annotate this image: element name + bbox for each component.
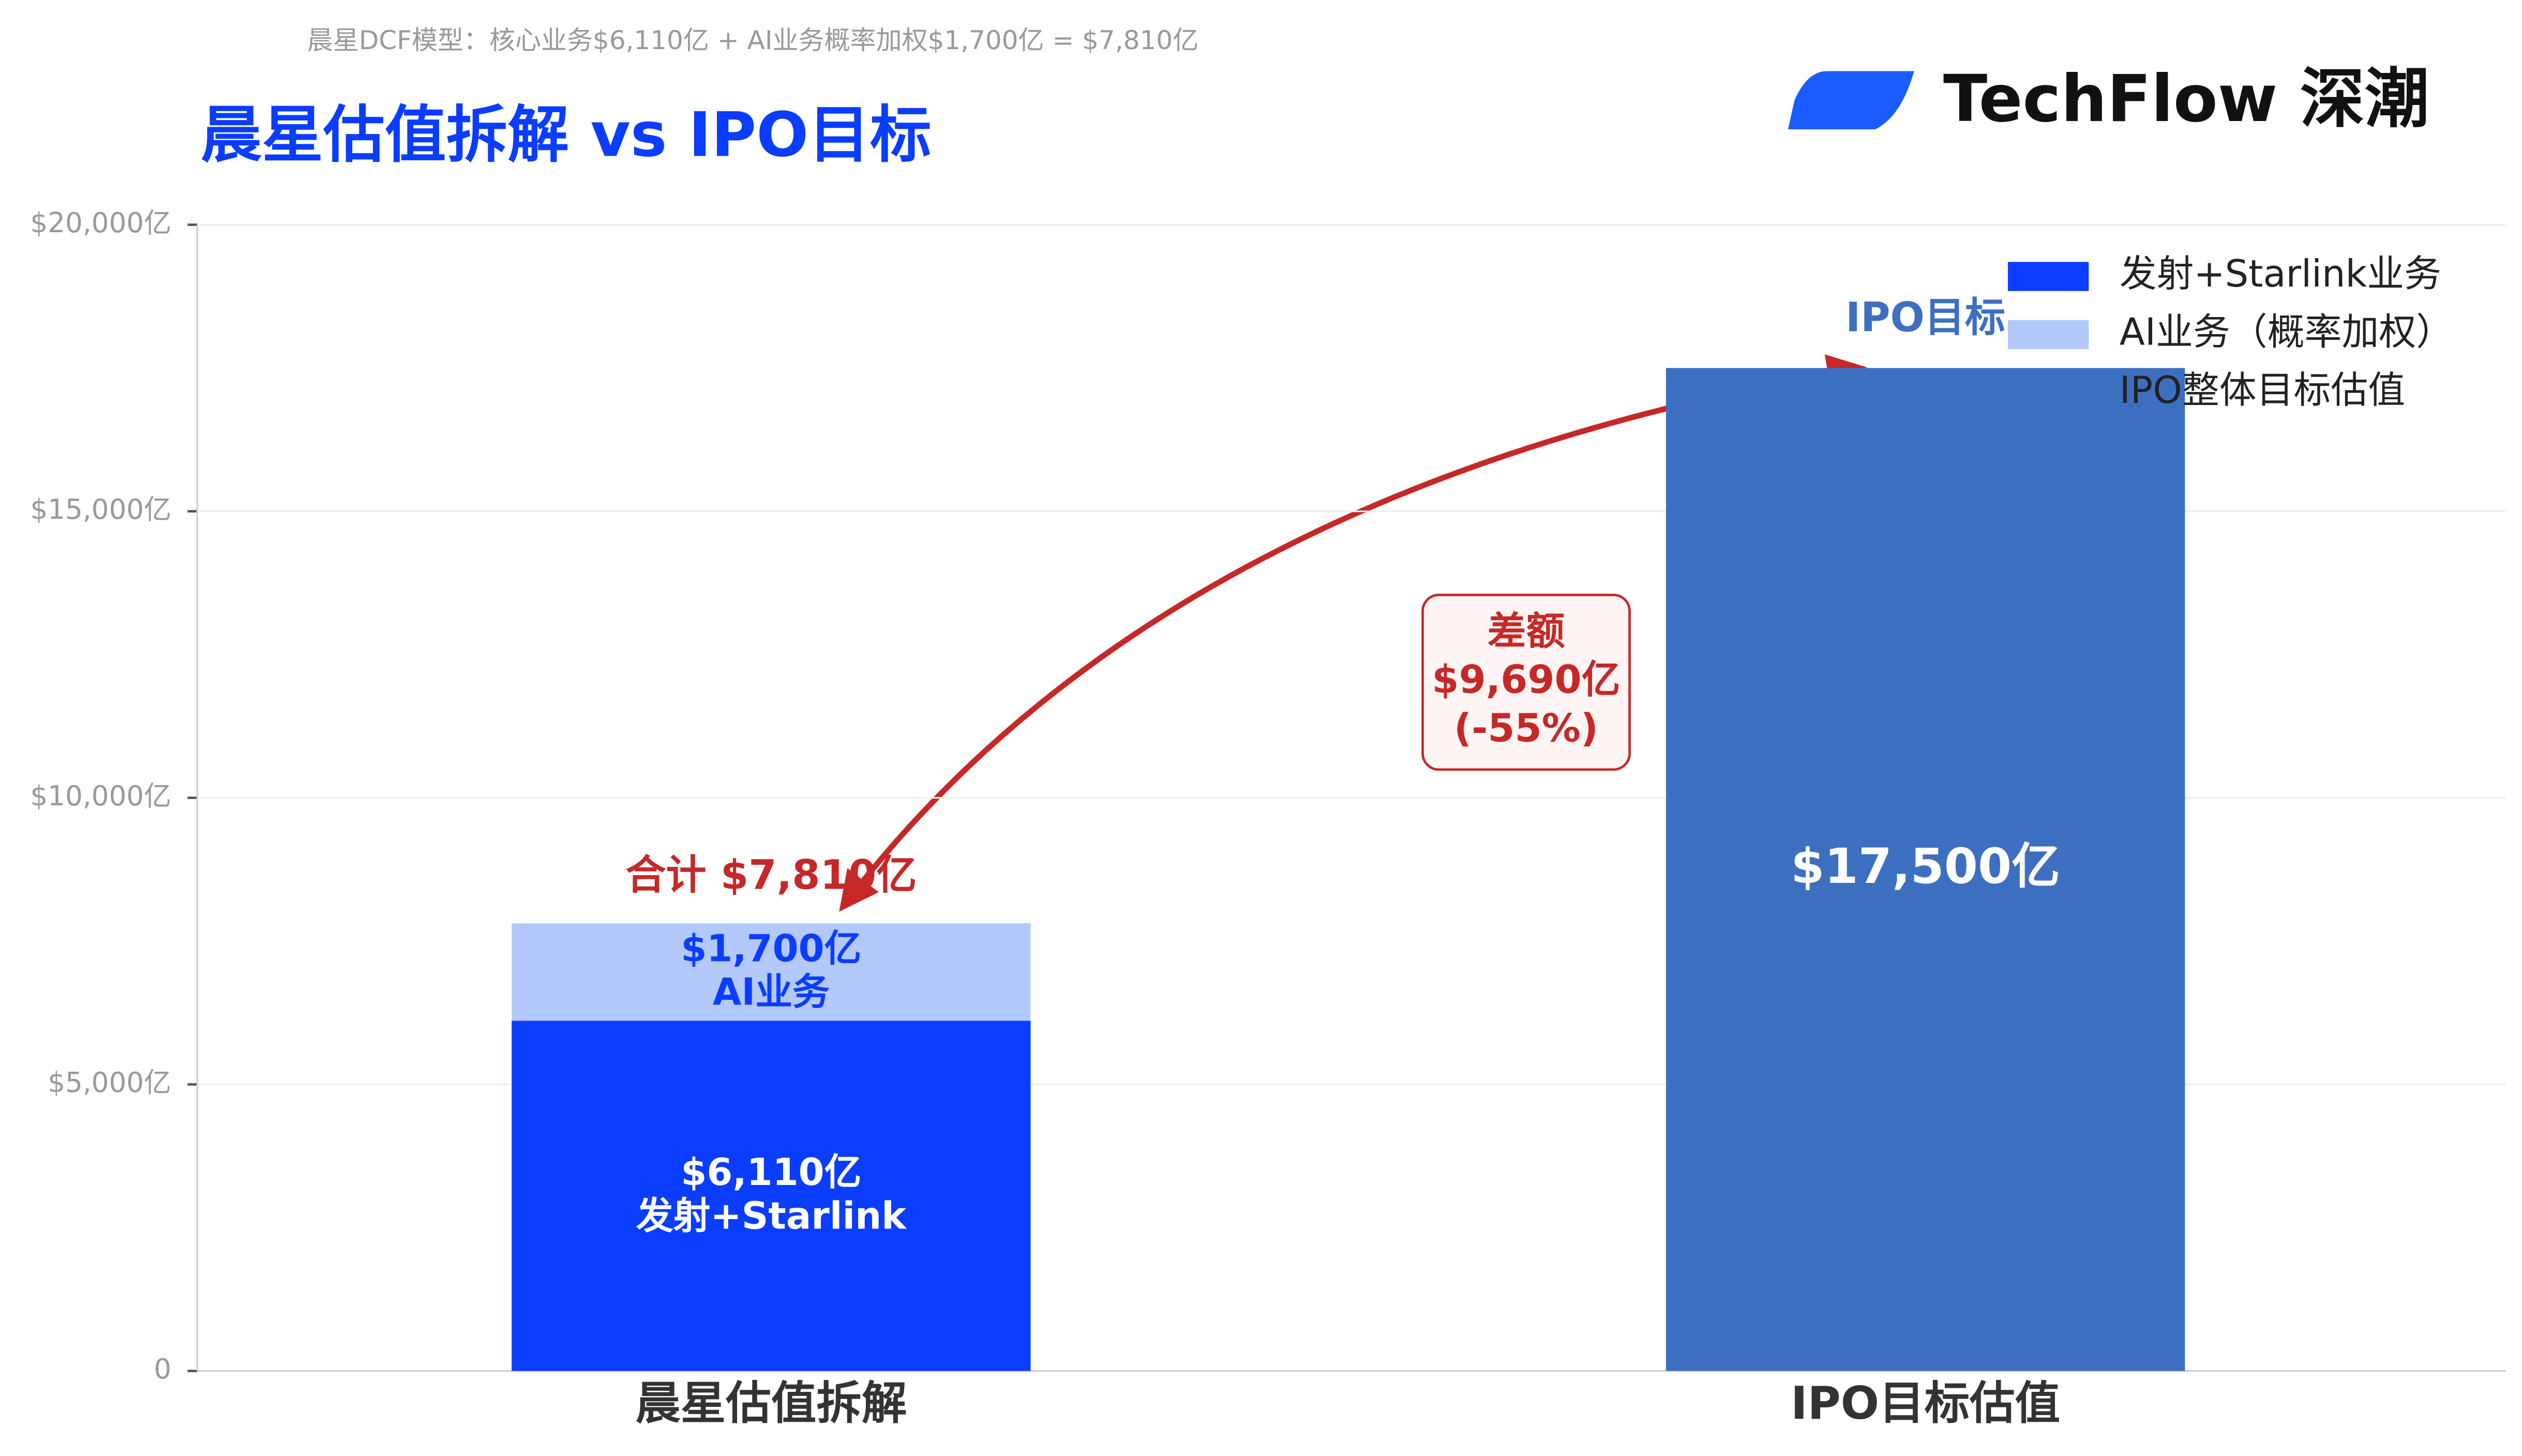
gap-label: (-55%) (1454, 705, 1598, 750)
value-label: $6,110亿 (681, 1150, 861, 1194)
legend-swatch (2008, 262, 2089, 291)
gap-arrow (839, 354, 1867, 912)
y-tick-label: $20,000亿 (31, 207, 172, 239)
legend-swatch (2008, 320, 2089, 350)
bar-segment (1665, 368, 2185, 1371)
gap-label: 差额 (1488, 608, 1565, 654)
segment-label: 发射+Starlink (636, 1194, 907, 1237)
legend-label: 发射+Starlink业务 (2120, 252, 2441, 295)
target-label: IPO目标 (1845, 294, 2005, 341)
legend-label: AI业务（概率加权） (2120, 310, 2453, 354)
total-label: 合计 $7,810亿 (625, 852, 917, 899)
legend-label: IPO整体目标估值 (2120, 368, 2405, 412)
value-label: $1,700亿 (681, 926, 861, 970)
y-tick-label: $5,000亿 (48, 1067, 171, 1099)
y-tick-label: 0 (154, 1353, 172, 1385)
y-tick-label: $10,000亿 (31, 780, 172, 812)
x-tick-label: IPO目标估值 (1791, 1377, 2060, 1430)
gap-label: $9,690亿 (1432, 657, 1620, 702)
x-tick-label: 晨星估值拆解 (635, 1377, 907, 1430)
bar-segment (512, 923, 1031, 1021)
segment-label: AI业务 (713, 970, 830, 1014)
value-label: $17,500亿 (1791, 838, 2060, 895)
bar-segment (512, 1020, 1031, 1371)
logo: TechFlow 深潮 (1943, 62, 2429, 137)
chart-title: 晨星估值拆解 vs IPO目标 (201, 100, 932, 171)
y-tick-label: $15,000亿 (31, 493, 172, 526)
subtitle: 晨星DCF模型：核心业务$6,110亿 + AI业务概率加权$1,700亿 = … (307, 25, 1198, 55)
logo-icon (1788, 71, 1914, 130)
gap-box (1421, 593, 1631, 771)
